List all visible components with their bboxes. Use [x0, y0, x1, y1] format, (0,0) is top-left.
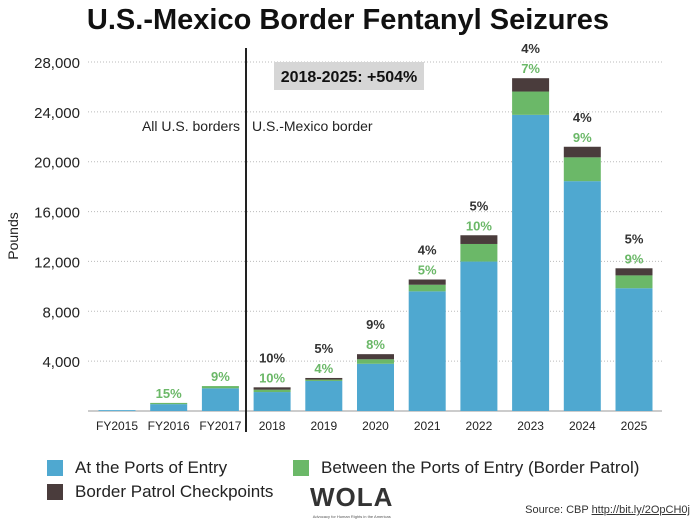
- change-box: [274, 62, 424, 90]
- label-between: 9%: [573, 130, 592, 145]
- x-tick-label: 2021: [414, 419, 441, 433]
- label-checkpoints: 9%: [366, 317, 385, 332]
- x-tick-label: 2025: [621, 419, 648, 433]
- label-between: 10%: [259, 370, 285, 385]
- bar-segment-between: [201, 386, 239, 389]
- label-checkpoints: 5%: [470, 198, 489, 213]
- bar-segment-ports: [150, 404, 188, 411]
- label-checkpoints: 5%: [625, 231, 644, 246]
- y-tick-label: 16,000: [34, 205, 80, 222]
- bar-segment-between: [253, 389, 291, 393]
- bar-segment-between: [408, 284, 446, 292]
- y-tick-label: 20,000: [34, 155, 80, 172]
- bar-segment-checkpoints: [357, 354, 394, 360]
- bar-segment-ports: [98, 410, 136, 411]
- bar-segment-checkpoints: [408, 279, 446, 285]
- label-between: 4%: [314, 361, 333, 376]
- bar-segment-checkpoints: [512, 78, 550, 92]
- y-tick-label: 4,000: [42, 354, 80, 371]
- bar-segment-ports: [615, 288, 653, 411]
- bar-segment-ports: [201, 388, 239, 411]
- legend-label: Between the Ports of Entry (Border Patro…: [321, 458, 640, 477]
- label-between: 8%: [366, 337, 385, 352]
- label-checkpoints: 4%: [418, 243, 437, 258]
- bar-segment-between: [150, 402, 188, 405]
- source-note: Source: CBP http://bit.ly/2OpCH0j: [525, 504, 690, 517]
- bar-segment-checkpoints: [615, 268, 653, 276]
- bar-segment-ports: [563, 181, 601, 411]
- label-checkpoints: 5%: [314, 341, 333, 356]
- y-tick-label: 24,000: [34, 105, 80, 122]
- y-tick-label: 12,000: [34, 254, 80, 271]
- label-between: 9%: [625, 251, 644, 266]
- x-tick-label: 2022: [466, 419, 493, 433]
- label-checkpoints: 4%: [521, 41, 540, 56]
- bar-segment-ports: [357, 363, 394, 411]
- label-checkpoints: 10%: [259, 350, 285, 365]
- label-between: 15%: [156, 386, 182, 401]
- legend-swatch: [293, 460, 309, 476]
- label-checkpoints: 4%: [573, 110, 592, 125]
- label-between: 10%: [466, 218, 492, 233]
- bar-segment-ports: [253, 392, 291, 411]
- bar-segment-ports: [408, 291, 446, 411]
- x-tick-label: 2023: [517, 419, 544, 433]
- chart-title: U.S.-Mexico Border Fentanyl Seizures: [86, 4, 610, 36]
- source-prefix: Source: CBP: [525, 504, 589, 516]
- region-label-mexico: U.S.-Mexico border: [252, 118, 373, 134]
- x-tick-label: FY2015: [96, 419, 138, 433]
- x-tick-label: FY2017: [199, 419, 241, 433]
- x-tick-label: 2024: [569, 419, 596, 433]
- bar-segment-checkpoints: [563, 146, 601, 158]
- logo-wordmark: WOLA: [310, 482, 394, 512]
- bar-segment-between: [512, 91, 550, 115]
- y-axis-label: Pounds: [5, 212, 21, 259]
- legend-item-between: Between the Ports of Entry (Border Patro…: [293, 458, 639, 478]
- legend-item-checkpoints: Border Patrol Checkpoints: [47, 482, 273, 502]
- legend-swatch: [47, 460, 63, 476]
- x-tick-label: FY2016: [148, 419, 190, 433]
- logo-tagline: Advocacy for Human Rights in the America…: [312, 514, 391, 519]
- change-label: 2018-2025: +504%: [281, 69, 418, 86]
- legend-swatch: [47, 484, 63, 500]
- bar-segment-between: [563, 157, 601, 182]
- legend-label: At the Ports of Entry: [75, 458, 228, 477]
- y-tick-label: 8,000: [42, 304, 80, 321]
- x-tick-label: 2020: [362, 419, 389, 433]
- bar-segment-between: [357, 359, 394, 364]
- bar-segment-ports: [512, 114, 550, 411]
- legend-label: Border Patrol Checkpoints: [75, 482, 274, 501]
- source-link[interactable]: http://bit.ly/2OpCH0j: [591, 504, 690, 516]
- bar-segment-checkpoints: [253, 387, 291, 390]
- label-between: 9%: [211, 369, 230, 384]
- legend-item-ports: At the Ports of Entry: [47, 458, 227, 478]
- region-label-all: All U.S. borders: [142, 118, 240, 134]
- y-tick-label: 28,000: [34, 55, 80, 72]
- bar-segment-checkpoints: [460, 235, 498, 244]
- label-between: 5%: [418, 263, 437, 278]
- x-tick-label: 2019: [310, 419, 337, 433]
- bar-segment-between: [615, 275, 653, 289]
- bar-segment-between: [460, 243, 498, 262]
- wola-logo: WOLA Advocacy for Human Rights in the Ame…: [310, 482, 393, 520]
- x-tick-label: 2018: [259, 419, 286, 433]
- bar-segment-ports: [305, 380, 343, 411]
- bar-segment-ports: [460, 261, 498, 411]
- bar-segment-between: [305, 379, 343, 381]
- bar-segment-checkpoints: [305, 377, 343, 380]
- label-between: 7%: [521, 61, 540, 76]
